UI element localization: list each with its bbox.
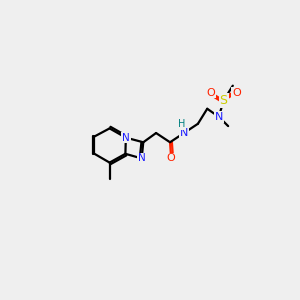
Text: S: S xyxy=(220,94,227,107)
Text: N: N xyxy=(122,133,130,142)
Text: O: O xyxy=(167,153,176,164)
Text: N: N xyxy=(215,112,223,122)
Text: O: O xyxy=(232,88,241,98)
Text: H: H xyxy=(178,119,185,129)
Text: N: N xyxy=(138,153,146,164)
Text: O: O xyxy=(206,88,215,98)
Text: N: N xyxy=(180,128,188,138)
